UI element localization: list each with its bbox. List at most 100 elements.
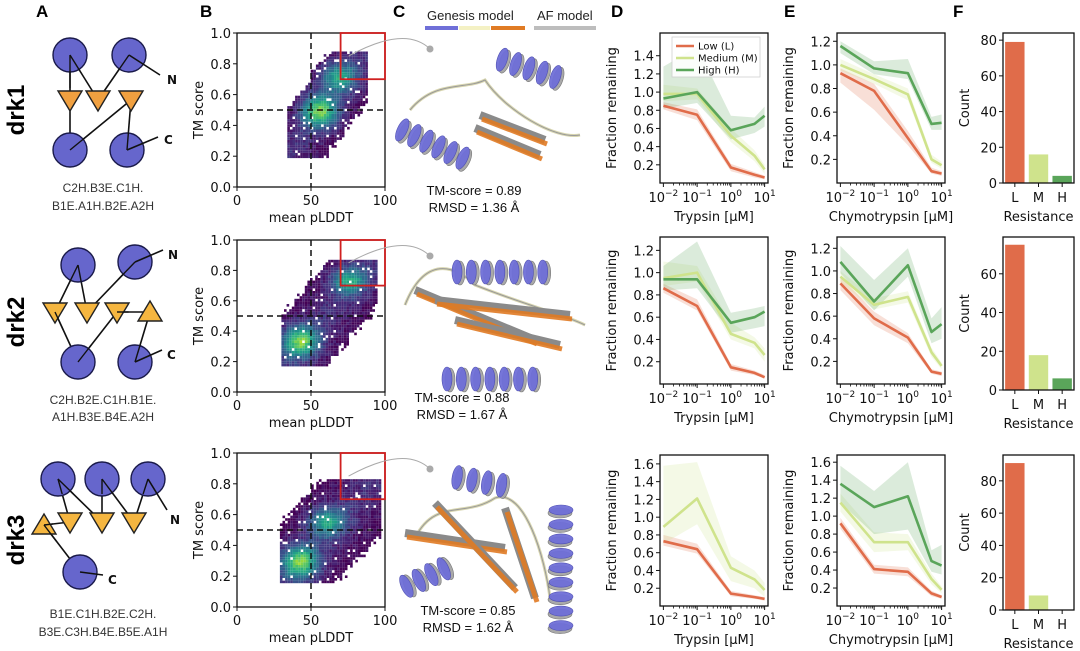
- heatmap-cell: [359, 272, 362, 276]
- heatmap-cell: [287, 139, 290, 143]
- heatmap-cell: [336, 267, 339, 271]
- heatmap-cell: [300, 536, 304, 539]
- heatmap-cell: [320, 285, 323, 289]
- heatmap-cell: [326, 116, 329, 120]
- heatmap-cell: [333, 293, 336, 297]
- heatmap-cell: [369, 259, 373, 263]
- series-line-medium: [839, 63, 943, 167]
- heatmap-cell: [343, 265, 347, 268]
- heatmap-cell: [378, 526, 382, 529]
- heatmap-cell: [339, 562, 343, 565]
- heatmap-cell: [285, 575, 288, 578]
- heatmap-cell: [318, 492, 322, 495]
- af-strand: [404, 529, 506, 552]
- heatmap-cell: [328, 345, 331, 349]
- heatmap-cell: [341, 132, 345, 135]
- heatmap-cell: [362, 74, 366, 78]
- heatmap-cell: [324, 481, 327, 485]
- heatmap-cell: [337, 502, 340, 506]
- af-strand: [454, 316, 561, 349]
- heatmap-cell: [339, 80, 342, 83]
- heatmap-cell: [344, 520, 348, 524]
- heatmap-cell: [349, 82, 353, 86]
- heatmap-cell: [279, 570, 283, 573]
- y-tick-label: 60: [980, 268, 997, 283]
- heatmap-cell: [297, 121, 301, 125]
- heatmap-cell: [333, 267, 336, 271]
- heatmap-cell: [331, 129, 335, 133]
- heatmap-cell: [343, 340, 347, 343]
- heatmap-cell: [318, 145, 322, 148]
- heatmap-cell: [362, 270, 365, 273]
- heatmap-cell: [326, 90, 329, 94]
- heatmap-cell: [349, 311, 352, 315]
- heatmap-cell: [363, 536, 366, 539]
- heatmap-cell: [307, 332, 310, 336]
- topology-connection-inner: [69, 131, 92, 151]
- heatmap-cell: [360, 487, 364, 490]
- heatmap-cell: [341, 124, 345, 127]
- heatmap-cell: [370, 487, 374, 490]
- heatmap-cell: [328, 124, 332, 127]
- heatmap-cell: [359, 280, 362, 284]
- heatmap-cell: [287, 116, 290, 120]
- heatmap-cell: [315, 314, 318, 317]
- heatmap-cell: [326, 487, 330, 490]
- heatmap-cell: [328, 56, 332, 60]
- topology-connection-inner: [43, 524, 58, 542]
- heatmap-cell: [328, 259, 331, 263]
- genesis-helix-turn: [508, 259, 520, 285]
- heatmap-cell: [360, 111, 363, 114]
- heatmap-cell: [303, 578, 306, 581]
- heatmap-cell: [336, 124, 340, 127]
- heatmap-cell: [352, 507, 356, 511]
- heatmap-cell: [313, 526, 317, 529]
- heatmap-cell: [292, 559, 296, 563]
- heatmap-cell: [317, 348, 321, 351]
- heatmap-cell: [334, 124, 337, 127]
- heatmap-cell: [323, 145, 327, 148]
- heatmap-cell: [359, 265, 362, 268]
- heatmap-cell: [326, 554, 330, 558]
- heatmap-cell: [324, 536, 327, 539]
- heatmap-cell: [311, 484, 314, 487]
- heatmap-cell: [352, 539, 356, 542]
- heatmap-cell: [354, 291, 357, 294]
- heatmap-cell: [324, 552, 327, 555]
- heatmap-cell: [291, 361, 295, 364]
- heatmap-cell: [292, 108, 296, 112]
- heatmap-cell: [370, 539, 374, 542]
- heatmap-cell: [303, 567, 306, 571]
- heatmap-cell: [282, 515, 286, 519]
- heatmap-cell: [313, 124, 316, 127]
- y-tick-label: 20: [980, 345, 997, 360]
- heatmap-cell: [312, 324, 316, 328]
- heatmap-cell: [369, 309, 373, 312]
- heatmap-cell: [308, 129, 311, 133]
- heatmap-cell: [341, 335, 344, 338]
- heatmap-cell: [305, 575, 309, 578]
- heatmap-cell: [289, 132, 293, 135]
- heatmap-cell: [352, 533, 356, 537]
- heatmap-cell: [315, 142, 319, 146]
- heatmap-cell: [325, 337, 329, 341]
- heatmap-cell: [300, 567, 304, 571]
- heatmap-cell: [295, 526, 299, 529]
- heatmap-cell: [295, 95, 298, 99]
- heatmap-cell: [341, 69, 345, 73]
- heatmap-cell: [315, 337, 318, 341]
- heatmap-cell: [362, 304, 365, 307]
- heatmap-cell: [328, 77, 332, 81]
- heatmap-cell: [317, 324, 321, 328]
- heatmap-cell: [369, 288, 373, 291]
- heatmap-cell: [339, 559, 343, 563]
- heatmap-cell: [331, 100, 335, 104]
- heatmap-cell: [354, 288, 357, 291]
- heatmap-cell: [328, 275, 331, 278]
- series-line-low: [839, 72, 942, 175]
- heatmap-cell: [341, 280, 344, 284]
- heatmap-cell: [326, 106, 329, 109]
- heatmap-cell: [363, 539, 366, 542]
- heatmap-cell: [344, 72, 348, 75]
- heatmap-cell: [349, 74, 353, 78]
